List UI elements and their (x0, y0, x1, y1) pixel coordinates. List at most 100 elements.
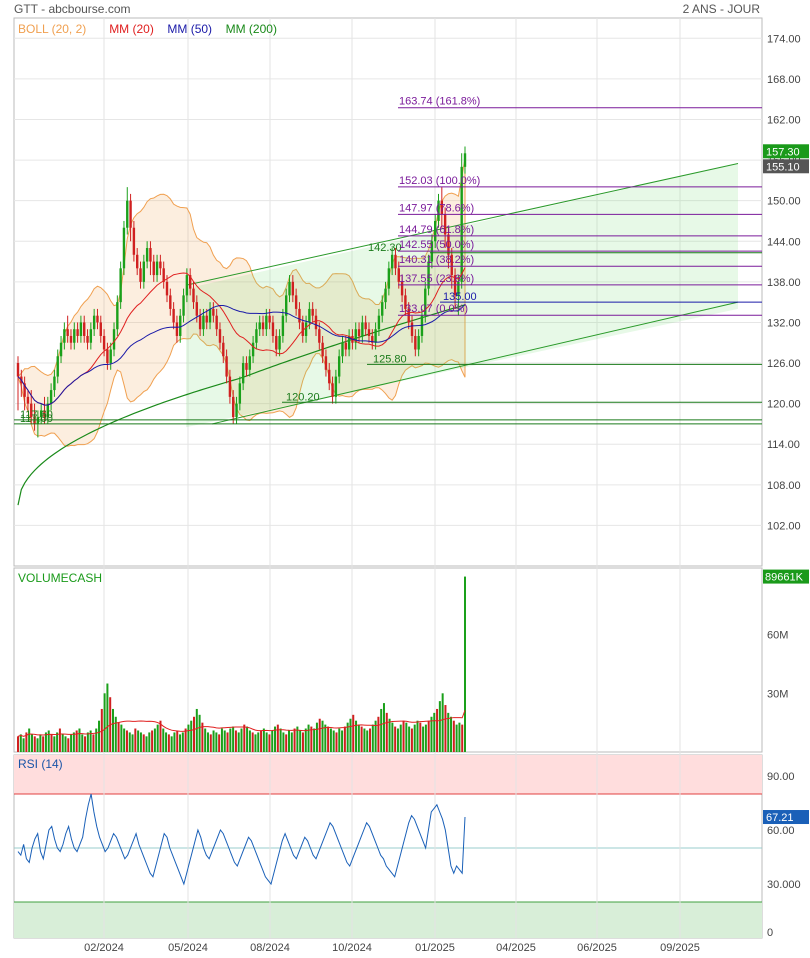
volume-bar (232, 726, 235, 752)
candle-body (291, 281, 295, 296)
support-level-label: 117.00 (20, 413, 53, 425)
candle-body (149, 248, 152, 262)
volume-bar (265, 732, 268, 752)
mm200-line (17, 304, 466, 506)
last-price-badge-text: 157.30 (766, 146, 800, 158)
chart-period[interactable]: 2 ANS - JOUR (682, 2, 760, 16)
volume-bar (422, 726, 425, 752)
support-level-label: 142.30 (368, 242, 402, 254)
candle-body (119, 268, 122, 303)
volume-bar (335, 732, 338, 752)
volume-bar (282, 732, 285, 752)
volume-bar (371, 724, 374, 752)
volume-bar (402, 720, 405, 752)
volume-bar (338, 728, 341, 752)
volume-bar (410, 728, 413, 752)
rsi-line (17, 793, 466, 886)
fibonacci-label: 144.79 (61.8%) (399, 224, 474, 236)
candle-body (16, 363, 20, 377)
volume-bar (287, 730, 290, 752)
y-tick-label: 114.00 (767, 439, 800, 451)
volume-bar (98, 720, 101, 752)
volume-bar (399, 724, 402, 752)
volume-bar (327, 726, 330, 752)
volume-bar (39, 734, 42, 752)
candle-body (450, 254, 453, 276)
candle-body (248, 356, 251, 370)
trend-channel-fill (186, 163, 738, 428)
volume-panel (13, 567, 763, 753)
candle-body (390, 254, 394, 269)
volume-bar (385, 712, 388, 752)
candle-body (434, 220, 437, 242)
volume-bar (173, 732, 176, 752)
volume-bar (355, 720, 358, 752)
x-tick-label: 10/2024 (332, 942, 372, 954)
volume-bar (226, 732, 229, 752)
candle-body (265, 315, 268, 330)
volume-bar (447, 712, 450, 752)
candle-body (218, 329, 222, 343)
candle-body (420, 315, 424, 336)
volume-bar (274, 726, 277, 752)
price-panel (13, 17, 763, 567)
volume-bar (391, 722, 394, 752)
volume-bar (329, 728, 332, 752)
volume-bar (131, 734, 134, 752)
x-tick-label: 08/2024 (250, 942, 290, 954)
candle-body (222, 342, 225, 357)
x-tick-label: 01/2025 (415, 942, 455, 954)
candle-body (447, 234, 450, 255)
volume-bar (424, 724, 427, 752)
candle-body (304, 322, 308, 336)
volume-bar (162, 728, 165, 752)
volume-bar (444, 705, 447, 752)
support-level-label: 125.80 (373, 353, 407, 365)
volume-bar (106, 683, 109, 752)
candle-body (374, 329, 377, 343)
candle-body (145, 248, 149, 262)
candle-body (79, 322, 83, 336)
x-tick-label: 09/2025 (660, 942, 700, 954)
volume-tick-label: 60M (767, 630, 788, 642)
volume-bar (248, 730, 251, 752)
candle-body (414, 335, 417, 350)
volume-bar (134, 728, 137, 752)
volume-bar (151, 730, 154, 752)
volume-bar (229, 728, 232, 752)
trend-channel-lower (211, 301, 739, 425)
volume-bar (304, 728, 307, 752)
candle-body (59, 342, 63, 357)
candle-body (294, 295, 298, 309)
volume-bar (349, 718, 352, 752)
volume-bar (53, 736, 56, 752)
volume-bar (114, 716, 117, 752)
volume-bar (209, 734, 212, 752)
legend-entry: MM (20) (109, 22, 154, 36)
volume-bar (369, 728, 372, 752)
volume-bar (419, 722, 422, 752)
candle-body (400, 281, 404, 296)
mm50-line (17, 304, 466, 406)
volume-bar (64, 736, 67, 752)
candle-body (364, 322, 367, 330)
volume-bar (139, 732, 142, 752)
candle-body (271, 322, 275, 336)
volume-badge (763, 569, 809, 584)
candle-body (122, 227, 126, 269)
volume-bar (123, 728, 126, 752)
fibonacci-label: 163.74 (161.8%) (399, 96, 480, 108)
volume-bar (450, 716, 453, 752)
y-tick-label: 126.00 (767, 358, 801, 370)
candle-body (384, 288, 387, 303)
volume-bar (36, 738, 39, 752)
volume-bar (382, 703, 385, 752)
volume-bar (243, 724, 246, 752)
candle-body (152, 261, 155, 276)
mm20-line (17, 267, 466, 406)
volume-bar (416, 720, 419, 752)
chart-source-title: GTT - abcbourse.com (14, 2, 131, 16)
candle-body (112, 329, 116, 350)
volume-bar (223, 730, 226, 752)
